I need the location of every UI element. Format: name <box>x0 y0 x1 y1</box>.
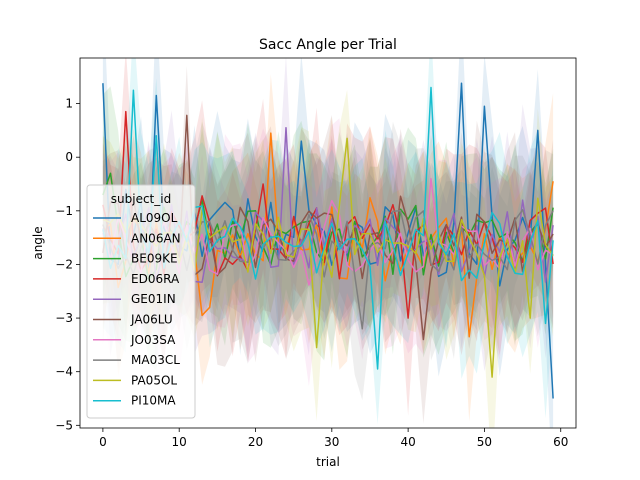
x-axis-label: trial <box>316 455 340 469</box>
x-tick-label: 60 <box>553 435 568 449</box>
x-axis: 0 10 20 30 40 50 60 <box>99 428 568 449</box>
x-tick-label: 10 <box>172 435 187 449</box>
legend-label-ed06ra: ED06RA <box>131 272 180 286</box>
y-tick-label: −3 <box>55 311 73 325</box>
legend-label-ja06lu: JA06LU <box>130 313 173 327</box>
legend-label-ma03cl: MA03CL <box>131 353 180 367</box>
plot-frame <box>79 57 577 429</box>
y-axis-label: angle <box>31 226 45 259</box>
legend-label-al09ol: AL09OL <box>131 211 178 225</box>
y-tick-label: 0 <box>65 150 73 164</box>
x-tick-label: 20 <box>248 435 263 449</box>
band-be09ke <box>102 86 554 371</box>
legend-label-pi10ma: PI10MA <box>131 394 176 408</box>
legend-label-an06an: AN06AN <box>131 231 181 245</box>
y-axis: −5 −4 −3 −2 −1 0 1 <box>55 97 80 432</box>
y-tick-label: −1 <box>55 204 73 218</box>
y-tick-label: −5 <box>55 418 73 432</box>
legend: subject_id AL09OL AN06AN BE09KE ED06RA GE01I… <box>86 184 196 419</box>
legend-label-jo03sa: JO03SA <box>130 333 176 347</box>
y-tick-label: 1 <box>65 97 73 111</box>
legend-items: AL09OL AN06AN BE09KE ED06RA GE01IN JA06LU JO03… <box>93 211 181 408</box>
x-tick-label: 30 <box>324 435 339 449</box>
legend-label-ge01in: GE01IN <box>131 292 176 306</box>
x-tick-label: 0 <box>99 435 107 449</box>
y-tick-label: −2 <box>55 257 73 271</box>
x-tick-label: 40 <box>400 435 415 449</box>
legend-label-pa05ol: PA05OL <box>131 373 177 387</box>
x-tick-label: 50 <box>477 435 492 449</box>
legend-label-be09ke: BE09KE <box>131 252 178 266</box>
y-tick-label: −4 <box>55 365 73 379</box>
chart-title: Sacc Angle per Trial <box>259 37 397 53</box>
legend-title: subject_id <box>111 192 171 206</box>
